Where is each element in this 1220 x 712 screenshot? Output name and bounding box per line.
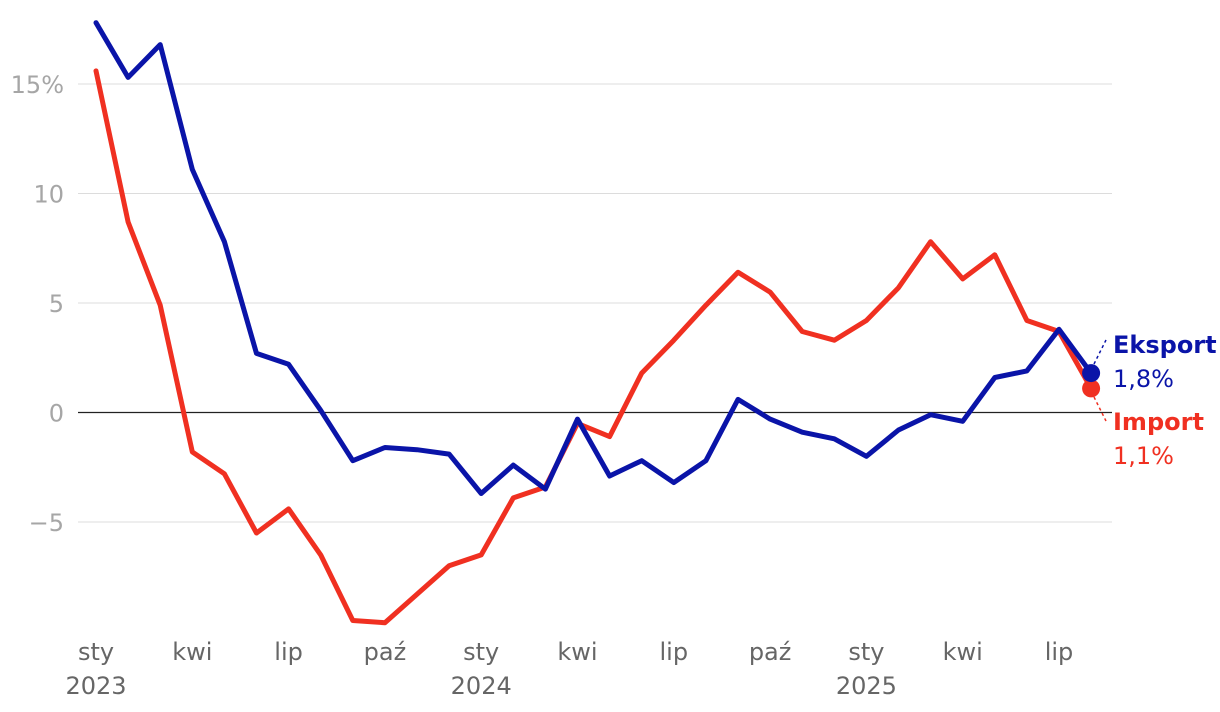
x-tick-label: lip xyxy=(1045,638,1074,666)
series-line-eksport xyxy=(93,20,1094,496)
x-axis-ticks: sty 2023 kwi lip paź sty 2024 kwi lip paź sty 2025 k… xyxy=(65,638,1073,700)
series-value-eksport: 1,8% xyxy=(1113,365,1174,393)
x-tick-label: sty xyxy=(78,638,114,666)
y-axis-ticks: −5 0 5 10 15% xyxy=(11,71,64,537)
x-tick-year-label: 2024 xyxy=(451,672,512,700)
y-tick-label: 5 xyxy=(49,290,64,318)
x-tick-label: lip xyxy=(660,638,689,666)
series-lines xyxy=(93,20,1101,626)
end-point-eksport xyxy=(1082,364,1101,383)
leader-line-import xyxy=(1093,396,1107,422)
x-tick-label: kwi xyxy=(943,638,983,666)
y-tick-label: −5 xyxy=(29,509,64,537)
series-name-import: Import xyxy=(1113,408,1204,436)
x-tick-label: paź xyxy=(364,638,407,666)
series-value-import: 1,1% xyxy=(1113,442,1174,470)
x-tick-label: kwi xyxy=(557,638,597,666)
series-name-eksport: Eksport xyxy=(1113,331,1217,359)
grid-lines xyxy=(78,83,1112,523)
leader-line-eksport xyxy=(1093,339,1107,365)
x-tick-label: sty xyxy=(463,638,499,666)
x-tick-label: lip xyxy=(274,638,303,666)
y-tick-label: 0 xyxy=(49,400,64,428)
y-tick-label: 15% xyxy=(11,71,64,99)
end-point-import xyxy=(1082,379,1101,398)
x-tick-year-label: 2023 xyxy=(65,672,126,700)
end-labels: Eksport 1,8% Import 1,1% xyxy=(1093,331,1217,470)
y-tick-label: 10 xyxy=(33,181,64,209)
x-tick-label: paź xyxy=(749,638,792,666)
x-tick-label: sty xyxy=(848,638,884,666)
x-tick-label: kwi xyxy=(172,638,212,666)
series-line-import xyxy=(93,68,1094,626)
x-tick-year-label: 2025 xyxy=(836,672,897,700)
